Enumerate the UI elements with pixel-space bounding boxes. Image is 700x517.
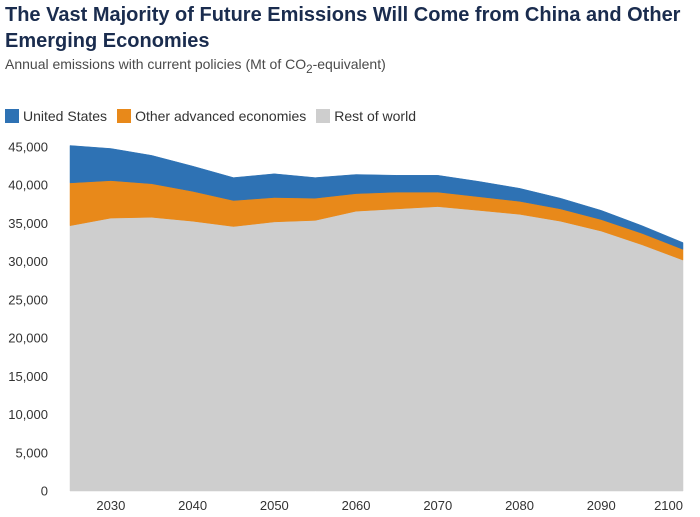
legend-item-united-states[interactable]: United States xyxy=(5,108,107,124)
area-united-states xyxy=(69,145,684,250)
y-tick-label: 5,000 xyxy=(15,445,48,460)
subtitle-subscript: 2 xyxy=(306,62,313,76)
legend-label-rest-of-world: Rest of world xyxy=(334,108,416,124)
chart-subtitle: Annual emissions with current policies (… xyxy=(5,55,386,79)
y-tick-label: 20,000 xyxy=(8,331,48,346)
x-tick-label: 2070 xyxy=(423,498,452,513)
x-tick-label: 2080 xyxy=(505,498,534,513)
x-tick-label: 2090 xyxy=(587,498,616,513)
legend-swatch-other-advanced xyxy=(117,109,132,123)
y-tick-label: 40,000 xyxy=(8,178,48,193)
legend-swatch-rest-of-world xyxy=(316,109,331,123)
legend-item-other-advanced[interactable]: Other advanced economies xyxy=(117,108,306,124)
chart-title: The Vast Majority of Future Emissions Wi… xyxy=(5,4,681,52)
area-rest-of-world xyxy=(69,206,684,492)
y-tick-label: 25,000 xyxy=(8,292,48,307)
legend-label-united-states: United States xyxy=(23,108,108,124)
subtitle-text: Annual emissions with current policies (… xyxy=(5,56,307,72)
legend-item-rest-of-world[interactable]: Rest of world xyxy=(316,108,416,124)
legend-swatch-united-states xyxy=(5,109,19,123)
y-tick-label: 35,000 xyxy=(8,216,48,231)
y-tick-label: 10,000 xyxy=(8,407,48,422)
legend: United States Other advanced economies R… xyxy=(5,108,426,124)
x-tick-label: 2100 xyxy=(654,498,683,513)
x-tick-label: 2060 xyxy=(342,498,371,513)
legend-label-other-advanced: Other advanced economies xyxy=(135,108,307,124)
x-tick-label: 2030 xyxy=(96,498,125,513)
x-tick-label: 2050 xyxy=(260,498,289,513)
y-tick-label: 45,000 xyxy=(8,140,48,155)
y-tick-label: 15,000 xyxy=(8,369,48,384)
subtitle-text-end: -equivalent) xyxy=(312,56,386,72)
x-tick-label: 2040 xyxy=(178,498,207,513)
y-tick-label: 0 xyxy=(41,484,48,499)
y-tick-label: 30,000 xyxy=(8,254,48,269)
